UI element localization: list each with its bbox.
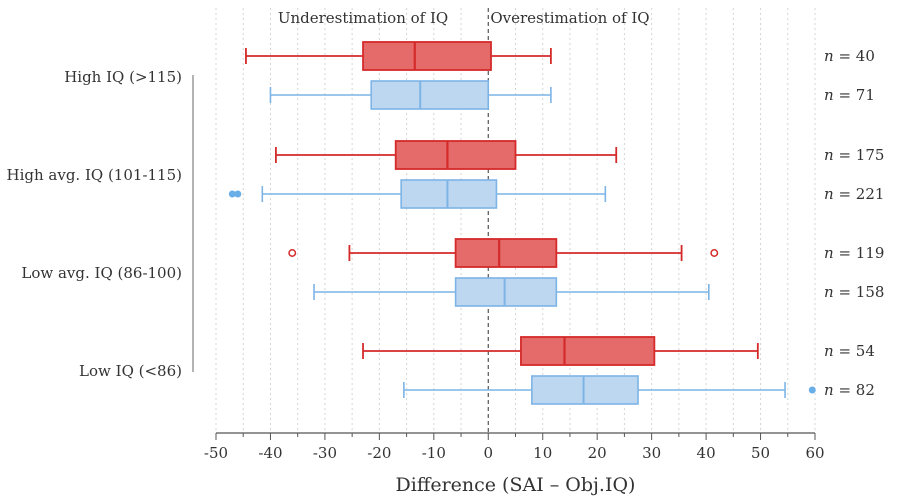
x-tick-label: -40 xyxy=(258,444,282,462)
iqr-box xyxy=(520,336,656,366)
sample-size-label: n = 82 xyxy=(824,381,875,399)
x-tick-label: -50 xyxy=(204,444,228,462)
iqr-box xyxy=(531,375,639,405)
sample-size-label: n = 71 xyxy=(824,86,875,104)
overestimation-region-label: Overestimation of IQ xyxy=(490,9,649,27)
iqr-box xyxy=(394,140,517,170)
group-labels: High IQ (>115) High avg. IQ (101-115) Low … xyxy=(7,68,183,380)
outlier-point xyxy=(288,249,297,257)
iqr-box xyxy=(454,238,558,268)
x-tick-label: 0 xyxy=(483,444,493,462)
x-tick-label: -20 xyxy=(367,444,391,462)
group-label: High avg. IQ (101-115) xyxy=(7,166,183,184)
group-label: Low IQ (<86) xyxy=(79,362,182,380)
x-tick-label: 50 xyxy=(751,444,770,462)
outlier-point xyxy=(228,190,236,198)
outlier-point xyxy=(710,249,719,257)
iqr-box xyxy=(362,41,492,71)
underestimation-region-label: Underestimation of IQ xyxy=(278,9,448,27)
iqr-box xyxy=(370,80,490,110)
x-tick-label: -30 xyxy=(313,444,337,462)
grid-lines xyxy=(215,8,816,433)
x-tick-label: 40 xyxy=(697,444,716,462)
x-axis: -50 -40 -30 -20 -10 0 10 20 30 40 50 60 xyxy=(204,432,825,462)
sample-size-label: n = 221 xyxy=(824,185,884,203)
x-tick-label: 10 xyxy=(533,444,552,462)
sample-size-label: n = 40 xyxy=(824,47,875,65)
iqr-box xyxy=(400,179,498,209)
x-tick-label: 30 xyxy=(642,444,661,462)
outlier-point xyxy=(234,190,242,198)
x-axis-title: Difference (SAI – Obj.IQ) xyxy=(396,474,636,496)
x-tick-label: 60 xyxy=(805,444,824,462)
x-tick-label: -10 xyxy=(422,444,446,462)
sample-size-label: n = 175 xyxy=(824,146,884,164)
outlier-point xyxy=(808,386,816,394)
group-label: Low avg. IQ (86-100) xyxy=(21,264,182,282)
sample-size-label: n = 54 xyxy=(824,342,875,360)
sample-size-labels: n = 40 n = 71 n = 175 n = 221 n = 119 n = 158… xyxy=(824,47,884,399)
boxes xyxy=(228,41,816,405)
group-label: High IQ (>115) xyxy=(64,68,182,86)
sample-size-label: n = 119 xyxy=(824,244,884,262)
iqr-box xyxy=(454,277,558,307)
sample-size-label: n = 158 xyxy=(824,283,884,301)
x-tick-label: 20 xyxy=(588,444,607,462)
